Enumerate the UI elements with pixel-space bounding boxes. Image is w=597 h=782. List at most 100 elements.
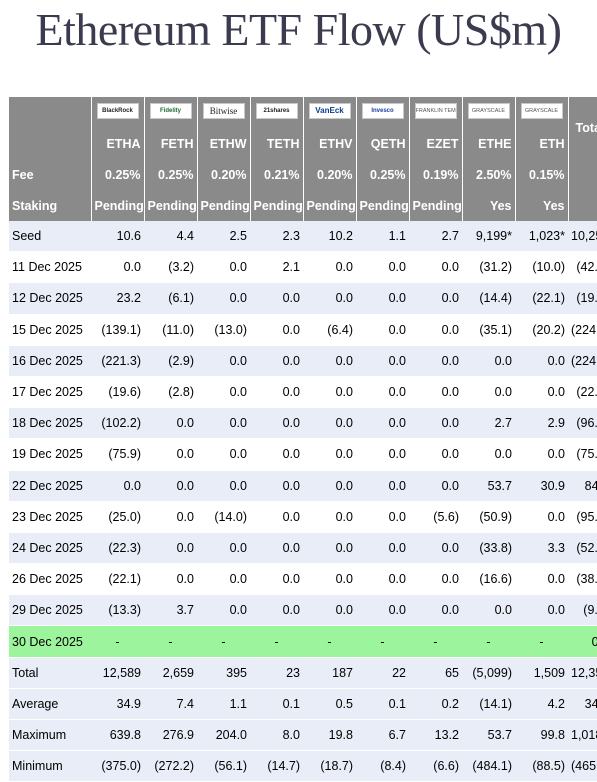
fund-logo-cell: FRANKLIN TEMPLETON [409, 97, 463, 128]
flow-value-cell: 0.0 [409, 345, 462, 377]
row-label: 22 Dec 2025 [9, 470, 91, 502]
flow-value-cell: (9.6) [568, 594, 597, 627]
row-label: 29 Dec 2025 [9, 594, 91, 627]
flow-value-cell: (31.2) [462, 251, 515, 284]
row-label: Minimum [9, 750, 91, 782]
flow-value-cell: (96.6) [568, 407, 597, 440]
flow-value-cell: (375.0) [91, 750, 144, 782]
flow-value-cell: 34.2 [568, 688, 597, 721]
staking-label: Staking [9, 190, 92, 221]
flow-value-cell: 0.0 [409, 470, 462, 502]
flow-value-cell: (20.2) [515, 314, 568, 346]
table-row: 29 Dec 2025 (13.3) 3.7 0.0 0.0 0.0 0.0 0.0 0.0 0.… [9, 594, 597, 627]
fund-logo: GRAYSCALE [520, 103, 563, 119]
flow-value-cell: (16.6) [462, 563, 515, 596]
flow-value-cell: 0.0 [91, 251, 144, 284]
flow-value-cell: (14.0) [197, 501, 250, 533]
flow-value-cell: 1,023* [515, 221, 568, 253]
flow-value-cell: 0.0 [356, 282, 409, 315]
flow-value-cell: 0.0 [250, 532, 303, 565]
flow-value-cell: 639.8 [91, 719, 144, 752]
flow-value-cell: 2.1 [250, 251, 303, 284]
flow-value-cell: 53.7 [462, 470, 515, 502]
staking-cell: Yes [515, 190, 569, 221]
row-label: 17 Dec 2025 [9, 376, 91, 409]
fund-logo-cell: BlackRock [91, 97, 145, 128]
row-label: 24 Dec 2025 [9, 532, 91, 565]
flow-value-cell: 8.0 [250, 719, 303, 752]
flow-value-cell: - [303, 625, 356, 658]
flow-value-cell: (11.0) [144, 314, 197, 346]
flow-value-cell: 0.0 [144, 407, 197, 440]
flow-value-cell: 0.0 [462, 376, 515, 409]
flow-value-cell: 0.0 [250, 438, 303, 471]
flow-value-cell: 2,659 [144, 657, 197, 689]
table-row: 16 Dec 2025 (221.3) (2.9) 0.0 0.0 0.0 0.0 0.0 0.… [9, 345, 597, 377]
flow-value-cell: 7.4 [144, 688, 197, 721]
flow-value-cell: (272.2) [144, 750, 197, 782]
flow-value-cell: 0.0 [144, 470, 197, 502]
flow-value-cell: (42.3) [568, 251, 597, 284]
table-row: 12 Dec 2025 23.2 (6.1) 0.0 0.0 0.0 0.0 0.0 (14.4… [9, 282, 597, 315]
flow-value-cell: 0.0 [356, 563, 409, 596]
flow-value-cell: 1.1 [356, 221, 409, 253]
flow-value-cell: (75.9) [91, 438, 144, 471]
fund-logo-cell: GRAYSCALE [462, 97, 516, 128]
flow-value-cell: 0.0 [356, 407, 409, 440]
flow-value-cell: (14.7) [250, 750, 303, 782]
flow-value-cell: (22.3) [91, 532, 144, 565]
fee-cell: 0.25% [144, 159, 198, 190]
flow-value-cell: 65 [409, 657, 462, 689]
flow-value-cell: 1.1 [197, 688, 250, 721]
flow-value-cell: 10.6 [91, 221, 144, 253]
flow-value-cell: (35.1) [462, 314, 515, 346]
row-label: 26 Dec 2025 [9, 563, 91, 596]
flow-value-cell: 0.0 [515, 594, 568, 627]
fee-cell: 0.15% [515, 159, 569, 190]
table-row: 11 Dec 2025 0.0 (3.2) 0.0 2.1 0.0 0.0 0.0 (31.2)… [9, 251, 597, 284]
ticker-label-cell [9, 128, 92, 159]
flow-value-cell: 12,589 [91, 657, 144, 689]
flow-value-cell: 0.0 [197, 563, 250, 596]
flow-value-cell: 0.0 [303, 407, 356, 440]
flow-value-cell: 0.0 [144, 438, 197, 471]
flow-value-cell: 0.0 [356, 251, 409, 284]
flow-value-cell: (6.1) [144, 282, 197, 315]
flow-value-cell: 0.0 [356, 532, 409, 565]
flow-value-cell: 204.0 [197, 719, 250, 752]
fund-logo: Bitwise [202, 103, 245, 119]
flow-value-cell: - [250, 625, 303, 658]
flow-value-cell: 4.4 [144, 221, 197, 253]
table-row: 17 Dec 2025 (19.6) (2.8) 0.0 0.0 0.0 0.0 0.0 0.0… [9, 376, 597, 409]
flow-value-cell: 0.0 [144, 532, 197, 565]
flow-value-cell: 0.0 [462, 345, 515, 377]
flow-value-cell: 0.0 [303, 376, 356, 409]
flow-value-cell: 0.0 [356, 376, 409, 409]
flow-value-cell: 0.0 [303, 532, 356, 565]
staking-cell: Pending [144, 190, 198, 221]
flow-value-cell: 395 [197, 657, 250, 689]
row-label: 16 Dec 2025 [9, 345, 91, 377]
flow-value-cell: (3.2) [144, 251, 197, 284]
flow-value-cell: (22.1) [515, 282, 568, 315]
flow-value-cell: 3.3 [515, 532, 568, 565]
flow-value-cell: (221.3) [91, 345, 144, 377]
flow-value-cell: (22.1) [91, 563, 144, 596]
flow-value-cell: 0.0 [462, 438, 515, 471]
flow-value-cell: 12,351 [568, 657, 597, 689]
flow-value-cell: 0.0 [197, 594, 250, 627]
flow-value-cell: (484.1) [462, 750, 515, 782]
flow-value-cell: 0.0 [250, 501, 303, 533]
flow-value-cell: 0.0 [409, 532, 462, 565]
flow-value-cell: (19.6) [91, 376, 144, 409]
flow-value-cell: (6.4) [303, 314, 356, 346]
flow-value-cell: 0.0 [303, 282, 356, 315]
flow-value-cell: 1,018.8 [568, 719, 597, 752]
flow-value-cell: (52.8) [568, 532, 597, 565]
fee-cell: 0.25% [356, 159, 410, 190]
flow-value-cell: - [356, 625, 409, 658]
row-label: 12 Dec 2025 [9, 282, 91, 315]
flow-value-cell: 0.0 [356, 501, 409, 533]
flow-value-cell: 0.0 [250, 407, 303, 440]
flow-value-cell: 0.0 [409, 438, 462, 471]
